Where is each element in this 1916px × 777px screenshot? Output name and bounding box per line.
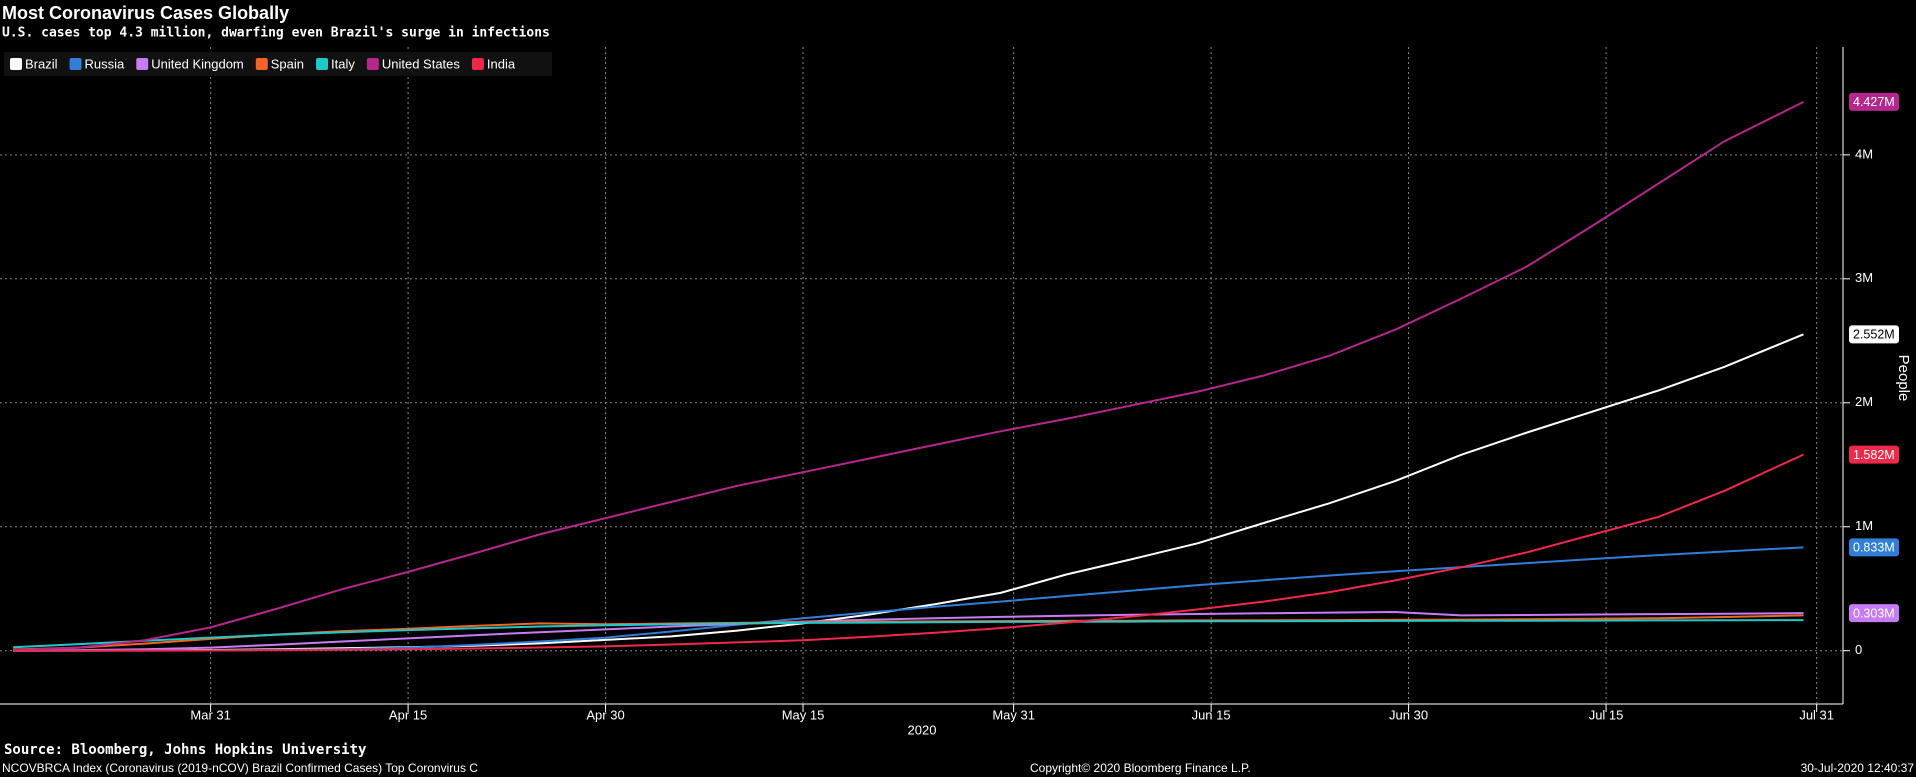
- legend-label: Russia: [85, 56, 126, 71]
- end-label: 0.303M: [1849, 604, 1899, 623]
- end-label: 1.582M: [1849, 445, 1899, 464]
- legend-label: India: [487, 56, 516, 71]
- x-tick-label: May 31: [992, 707, 1035, 722]
- y-axis-label: People: [1895, 355, 1912, 402]
- end-label-box: [1849, 445, 1899, 464]
- legend-swatch: [316, 58, 329, 70]
- end-label-box: [1849, 604, 1899, 623]
- legend-label: United Kingdom: [151, 56, 244, 71]
- y-tick-label: 3M: [1855, 270, 1873, 285]
- footer-right: 30-Jul-2020 12:40:37: [1801, 761, 1915, 775]
- end-label-box: [1849, 325, 1899, 344]
- x-tick-label: Mar 31: [190, 707, 230, 722]
- legend: Brazil Russia United Kingdom Spain Italy Unit…: [4, 52, 552, 76]
- legend-label: Spain: [271, 56, 304, 71]
- series-line: [13, 101, 1804, 652]
- source: Source: Bloomberg, Johns Hopkins Univers…: [4, 742, 367, 758]
- chart-subtitle: U.S. cases top 4.3 million, dwarfing eve…: [2, 26, 550, 41]
- end-label-text: 0.303M: [1853, 606, 1895, 620]
- end-label: 4.427M: [1849, 92, 1899, 111]
- legend-swatch: [366, 58, 379, 70]
- legend-label: United States: [382, 56, 461, 71]
- legend-swatch: [136, 58, 149, 70]
- x-tick-label: Apr 15: [389, 707, 427, 722]
- legend-swatch: [10, 58, 22, 70]
- end-label-box: [1849, 538, 1899, 557]
- y-tick-label: 0: [1855, 642, 1862, 657]
- end-label: 0.833M: [1849, 538, 1899, 557]
- x-tick-label: May 15: [782, 707, 825, 722]
- legend-label: Italy: [331, 56, 355, 71]
- end-label-box: [1849, 92, 1899, 111]
- footer-left: NCOVBRCA Index (Coronavirus (2019-nCOV) …: [2, 761, 478, 775]
- legend-bg: [4, 52, 552, 76]
- end-label-text: 2.552M: [1853, 328, 1895, 342]
- y-tick-label: 4M: [1855, 146, 1873, 161]
- x-axis-label: 2020: [908, 722, 937, 737]
- end-label-text: 4.427M: [1853, 95, 1895, 109]
- series-line: [13, 453, 1804, 652]
- x-tick-label: Jun 30: [1389, 707, 1428, 722]
- x-tick-label: Jul 15: [1589, 707, 1624, 722]
- series-line: [13, 619, 1804, 649]
- chart-title: Most Coronavirus Cases Globally: [2, 3, 289, 23]
- end-label-text: 0.833M: [1853, 541, 1895, 555]
- end-label: 2.552M: [1849, 325, 1899, 344]
- legend-swatch: [255, 58, 268, 70]
- footer-center: Copyright© 2020 Bloomberg Finance L.P.: [1030, 761, 1251, 775]
- legend-label: Brazil: [25, 56, 58, 71]
- legend-swatch: [69, 58, 82, 70]
- y-tick-label: 2M: [1855, 394, 1873, 409]
- x-tick-label: Jul 31: [1799, 707, 1834, 722]
- x-tick-label: Jun 15: [1192, 707, 1231, 722]
- series-line: [13, 333, 1804, 652]
- legend-swatch: [471, 58, 484, 70]
- series-line: [13, 610, 1804, 652]
- end-label-text: 1.582M: [1853, 448, 1895, 462]
- x-tick-label: Apr 30: [586, 707, 624, 722]
- y-tick-label: 1M: [1855, 518, 1873, 533]
